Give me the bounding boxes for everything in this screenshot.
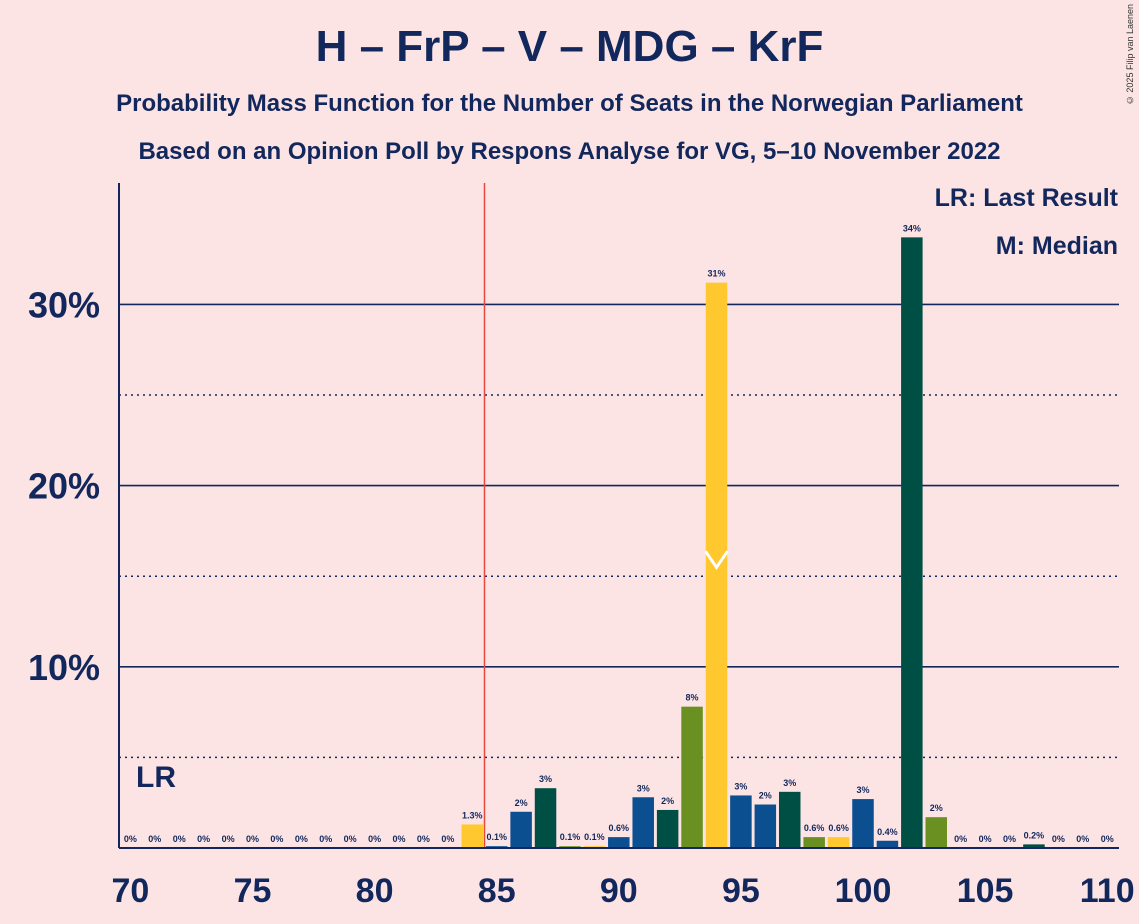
x-tick-label: 75 bbox=[234, 872, 272, 910]
data-label: 0.2% bbox=[1024, 830, 1045, 840]
data-label: 8% bbox=[686, 693, 699, 703]
data-label: 3% bbox=[637, 783, 650, 793]
x-tick-label: 90 bbox=[600, 872, 638, 910]
bar bbox=[730, 795, 752, 848]
x-tick-label: 95 bbox=[722, 872, 760, 910]
x-tick-label: 110 bbox=[1080, 872, 1135, 910]
legend-median: M: Median bbox=[995, 232, 1118, 260]
bar bbox=[754, 804, 777, 848]
data-label: 0% bbox=[979, 834, 992, 844]
bar bbox=[778, 791, 801, 848]
legend-last-result: LR: Last Result bbox=[934, 184, 1118, 212]
data-label: 3% bbox=[734, 781, 747, 791]
y-tick-label: 20% bbox=[28, 466, 100, 507]
data-label: 3% bbox=[856, 785, 869, 795]
data-label: 0% bbox=[148, 834, 161, 844]
data-label: 0% bbox=[319, 834, 332, 844]
data-label: 0% bbox=[222, 834, 235, 844]
bar bbox=[632, 797, 654, 848]
data-label: 0% bbox=[368, 834, 381, 844]
data-label: 0.1% bbox=[584, 832, 605, 842]
bar bbox=[461, 824, 484, 848]
data-label: 0% bbox=[173, 834, 186, 844]
data-label: 0% bbox=[124, 834, 137, 844]
data-label: 0.6% bbox=[609, 823, 630, 833]
x-tick-label: 85 bbox=[478, 872, 516, 910]
data-label: 0% bbox=[270, 834, 283, 844]
bar bbox=[803, 837, 825, 848]
data-label: 0.1% bbox=[560, 832, 581, 842]
data-label: 2% bbox=[930, 803, 943, 813]
data-label: 0% bbox=[295, 834, 308, 844]
data-label: 2% bbox=[759, 791, 772, 801]
bar bbox=[534, 788, 557, 848]
chart-subtitle-1: Probability Mass Function for the Number… bbox=[116, 90, 1023, 117]
data-label: 0% bbox=[441, 834, 454, 844]
data-label: 0% bbox=[1003, 834, 1016, 844]
bar bbox=[510, 811, 532, 848]
data-label: 0% bbox=[393, 834, 406, 844]
bar bbox=[876, 840, 899, 848]
x-tick-label: 100 bbox=[835, 872, 892, 910]
y-tick-label: 30% bbox=[28, 284, 100, 325]
bar bbox=[1023, 844, 1045, 848]
bar bbox=[925, 817, 948, 848]
data-label: 1.3% bbox=[462, 810, 483, 820]
chart-subtitle-2: Based on an Opinion Poll by Respons Anal… bbox=[138, 138, 1001, 165]
bar bbox=[656, 809, 679, 848]
chart-title: H – FrP – V – MDG – KrF bbox=[315, 22, 824, 71]
data-label: 34% bbox=[903, 223, 921, 233]
last-result-label: LR bbox=[136, 761, 176, 794]
data-label: 31% bbox=[707, 269, 725, 279]
bar bbox=[852, 799, 874, 848]
data-label: 0% bbox=[344, 834, 357, 844]
data-label: 0.4% bbox=[877, 827, 898, 837]
data-label: 0% bbox=[1101, 834, 1114, 844]
data-label: 0% bbox=[954, 834, 967, 844]
data-label: 0% bbox=[417, 834, 430, 844]
data-label: 3% bbox=[783, 778, 796, 788]
bar bbox=[608, 837, 630, 848]
median-marker bbox=[704, 550, 729, 570]
data-label: 2% bbox=[661, 796, 674, 806]
data-label: 0.1% bbox=[486, 832, 507, 842]
x-tick-label: 105 bbox=[957, 872, 1014, 910]
bar bbox=[901, 237, 923, 848]
data-label: 0.6% bbox=[804, 823, 825, 833]
data-label: 3% bbox=[539, 774, 552, 784]
data-label: 0% bbox=[1052, 834, 1065, 844]
x-tick-label: 70 bbox=[111, 872, 149, 910]
data-label: 0% bbox=[197, 834, 210, 844]
data-label: 0% bbox=[1076, 834, 1089, 844]
bar bbox=[827, 837, 850, 848]
data-label: 2% bbox=[515, 798, 528, 808]
bar bbox=[681, 706, 703, 848]
x-tick-label: 80 bbox=[356, 872, 394, 910]
data-label: 0% bbox=[246, 834, 259, 844]
y-tick-label: 10% bbox=[28, 647, 100, 688]
data-label: 0.6% bbox=[828, 823, 849, 833]
